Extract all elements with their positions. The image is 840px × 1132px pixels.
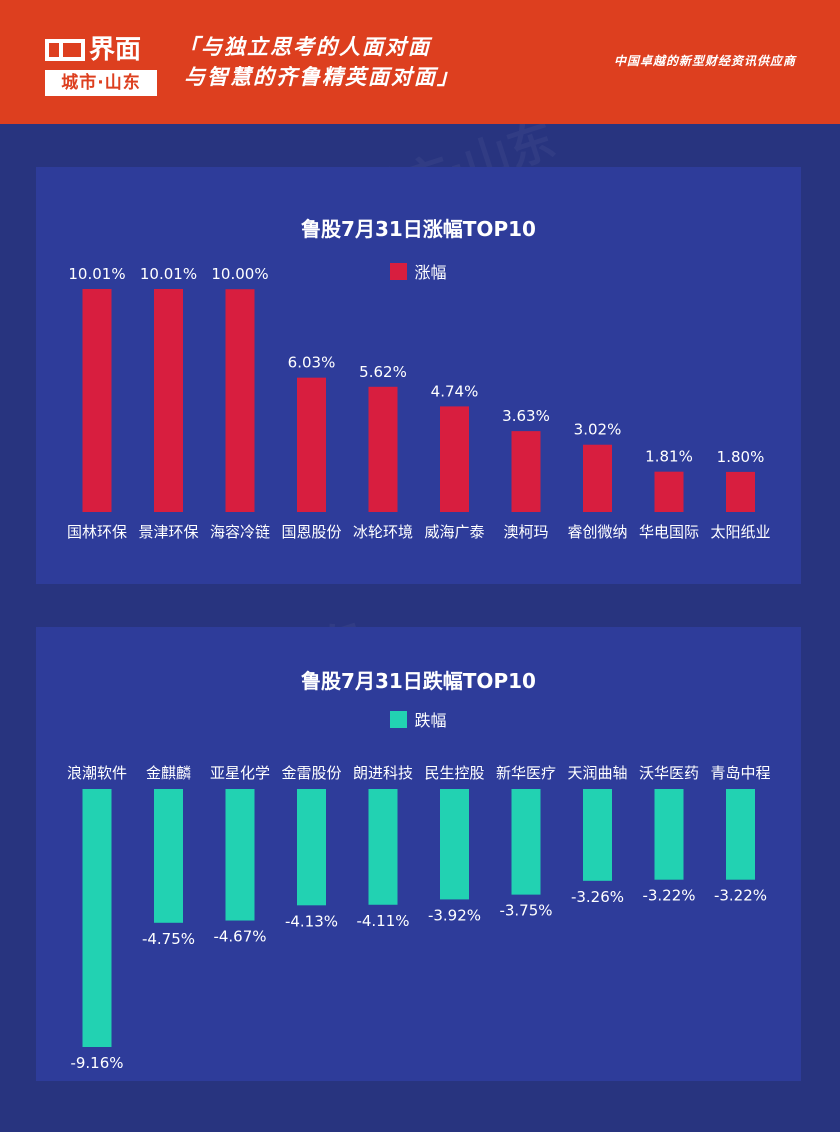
gainer-category-label: 华电国际 [639, 523, 699, 541]
gainers-legend-swatch [390, 263, 408, 280]
gainer-value-label: 3.63% [502, 407, 550, 425]
loser-value-label: -4.67% [213, 928, 266, 946]
loser-category-label: 天润曲轴 [567, 764, 627, 782]
gainer-value-label: 3.02% [574, 421, 622, 439]
gainer-category-label: 澳柯玛 [503, 523, 548, 541]
losers-bar-chart: -9.16% 浪潮软件 -4.75% 金麒麟 -4.67% 亚星化学 -4.13% 金雷股份 -… [67, 764, 771, 1072]
tagline: 中国卓越的新型财经资讯供应商 [613, 54, 796, 68]
loser-value-label: -3.75% [499, 902, 552, 920]
gainer-value-label: 1.81% [645, 448, 693, 466]
loser-value-label: -3.22% [714, 887, 767, 905]
gainer-value-label: 4.74% [431, 382, 479, 400]
loser-category-label: 亚星化学 [210, 764, 270, 782]
gainer-value-label: 5.62% [359, 363, 407, 381]
gainer-value-label: 10.00% [211, 265, 268, 283]
logo-main-text: 界面 [89, 35, 142, 65]
logo: 界面 城市·山东 [45, 34, 157, 96]
header-banner: 界面 城市·山东 「与独立思考的人面对面 与智慧的齐鲁精英面对面」 中国卓越的新… [0, 0, 840, 124]
loser-bar [225, 789, 255, 921]
gainer-bar [154, 289, 183, 512]
gainer-bar [726, 471, 755, 512]
loser-value-label: -4.75% [142, 930, 195, 948]
loser-value-label: -4.11% [356, 912, 409, 930]
gainer-category-label: 海容冷链 [210, 523, 270, 541]
gainer-bar [583, 444, 612, 512]
gainers-bar-chart: 10.01% 国林环保 10.01% 景津环保 10.00% 海容冷链 6.03% 国恩股份 5… [67, 265, 771, 541]
loser-value-label: -3.22% [642, 887, 695, 905]
gainer-category-label: 景津环保 [138, 523, 198, 541]
loser-value-label: -3.92% [428, 906, 481, 924]
loser-category-label: 朗进科技 [353, 764, 413, 782]
losers-legend: 跌幅 [36, 707, 801, 731]
gainer-category-label: 太阳纸业 [710, 523, 770, 541]
loser-bar [511, 789, 541, 895]
loser-category-label: 金雷股份 [281, 764, 341, 782]
gainers-chart-title: 鲁股7月31日涨幅TOP10 [301, 217, 536, 241]
gainer-category-label: 国林环保 [67, 523, 127, 541]
loser-category-label: 沃华医药 [639, 764, 699, 782]
gainer-category-label: 国恩股份 [281, 523, 341, 541]
loser-bar [440, 789, 469, 900]
logo-mark-icon [45, 39, 85, 61]
gainer-bar [82, 289, 112, 512]
loser-value-label: -3.26% [571, 888, 624, 906]
loser-bar [583, 789, 612, 881]
loser-bar [297, 789, 326, 906]
losers-legend-swatch [390, 711, 408, 728]
loser-bar [154, 789, 183, 923]
loser-bar [368, 789, 398, 905]
loser-category-label: 青岛中程 [710, 764, 770, 782]
losers-panel: 鲁股7月31日跌幅TOP10 跌幅 -9.16% 浪潮软件 -4.75% 金麒麟 -4.… [36, 627, 801, 1081]
gainer-bar [368, 386, 398, 512]
gainer-value-label: 10.01% [68, 265, 125, 283]
slogan: 「与独立思考的人面对面 与智慧的齐鲁精英面对面」 [178, 32, 460, 92]
slogan-line-2: 与智慧的齐鲁精英面对面」 [184, 65, 460, 89]
losers-legend-label: 跌幅 [414, 711, 447, 730]
gainer-value-label: 1.80% [717, 448, 765, 466]
gainers-legend-label: 涨幅 [414, 263, 447, 282]
loser-category-label: 浪潮软件 [67, 764, 127, 782]
gainer-value-label: 10.01% [140, 265, 197, 283]
gainer-bar [440, 406, 469, 512]
gainers-panel: 鲁股7月31日涨幅TOP10 涨幅 10.01% 国林环保 10.01% 景津环保 10… [36, 167, 801, 584]
gainer-value-label: 6.03% [288, 354, 336, 372]
gainer-bar [297, 377, 326, 512]
loser-bar [726, 789, 755, 880]
gainer-category-label: 冰轮环境 [353, 523, 413, 541]
gainer-bar [225, 289, 255, 512]
slogan-line-1: 「与独立思考的人面对面 [178, 35, 431, 59]
gainers-legend: 涨幅 [36, 259, 801, 283]
gainer-bar [511, 431, 541, 512]
loser-value-label: -9.16% [70, 1054, 123, 1072]
gainer-bar [654, 471, 684, 512]
gainer-category-label: 睿创微纳 [567, 523, 627, 541]
loser-category-label: 民生控股 [424, 764, 484, 782]
loser-bar [82, 789, 112, 1047]
loser-category-label: 新华医疗 [496, 764, 556, 782]
gainer-category-label: 威海广泰 [424, 523, 484, 541]
losers-chart-title: 鲁股7月31日跌幅TOP10 [301, 669, 536, 693]
loser-bar [654, 789, 684, 880]
loser-value-label: -4.13% [285, 912, 338, 930]
loser-category-label: 金麒麟 [146, 764, 191, 782]
logo-sub-text: 城市·山东 [45, 70, 157, 96]
